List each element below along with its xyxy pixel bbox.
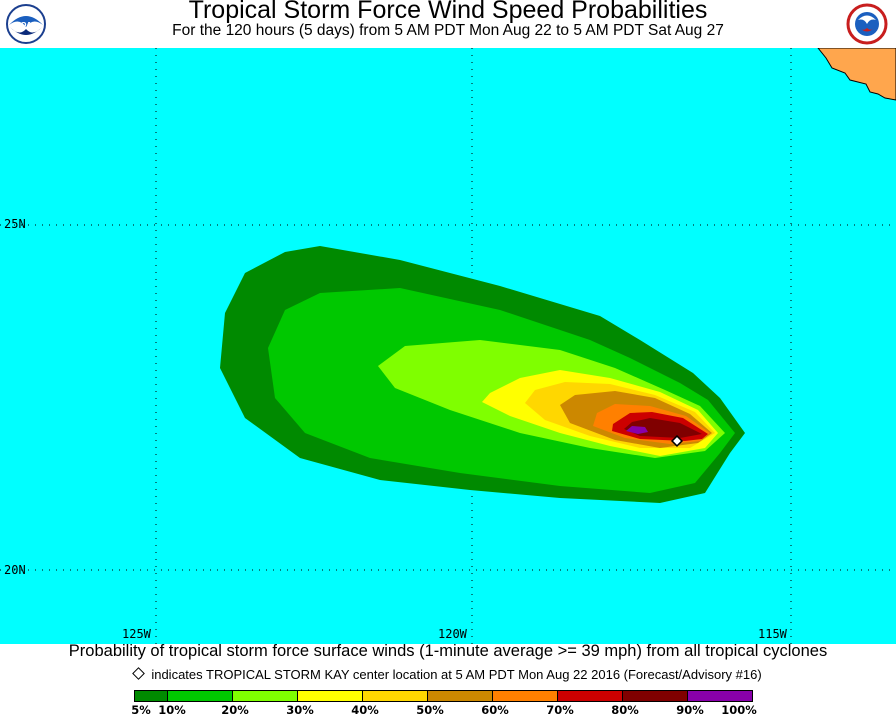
map-caption: Probability of tropical storm force surf… [68, 642, 828, 660]
probability-contours [220, 246, 745, 503]
legend-swatch-90-100 [687, 690, 753, 702]
legend-tick-100: 100% [721, 703, 757, 717]
diamond-marker-icon [132, 667, 146, 680]
legend-swatch-5-10 [134, 690, 168, 702]
legend-swatch-20-30 [232, 690, 298, 702]
noaa-logo: NOAA [6, 4, 46, 44]
legend-tick-10: 10% [158, 703, 186, 717]
storm-indicator-text: indicates TROPICAL STORM KAY center loca… [151, 667, 762, 682]
probability-legend: 5% 10% 20% 30% 40% 50% 60% 70% 80% 90% 1… [0, 690, 896, 717]
legend-tick-80: 80% [611, 703, 639, 717]
legend-swatch-50-60 [427, 690, 493, 702]
legend-tick-5: 5% [131, 703, 151, 717]
legend-tick-70: 70% [546, 703, 574, 717]
lon-label-120w: 120W [438, 627, 467, 641]
legend-tick-50: 50% [416, 703, 444, 717]
national-weather-service-logo [846, 3, 888, 45]
footer: Probability of tropical storm force surf… [0, 642, 896, 717]
legend-tick-90: 90% [676, 703, 704, 717]
legend-swatch-40-50 [362, 690, 428, 702]
legend-tick-20: 20% [221, 703, 249, 717]
storm-center-marker-icon [670, 434, 684, 448]
legend-swatch-60-70 [492, 690, 558, 702]
storm-indicator-note: indicates TROPICAL STORM KAY center loca… [0, 667, 896, 682]
page-subtitle: For the 120 hours (5 days) from 5 AM PDT… [172, 22, 724, 39]
land-mexico [817, 48, 896, 101]
legend-tick-30: 30% [286, 703, 314, 717]
page-title: Tropical Storm Force Wind Speed Probabil… [188, 0, 708, 24]
legend-tick-40: 40% [351, 703, 379, 717]
legend-tick-60: 60% [481, 703, 509, 717]
lat-label-25n: 25N [4, 217, 26, 231]
legend-swatch-10-20 [167, 690, 233, 702]
legend-swatch-80-90 [622, 690, 688, 702]
lon-label-115w: 115W [758, 627, 787, 641]
lon-label-125w: 125W [122, 627, 151, 641]
legend-swatch-70-80 [557, 690, 623, 702]
grid-lines [0, 48, 896, 644]
contour-90-100 [626, 426, 648, 434]
lat-label-20n: 20N [4, 563, 26, 577]
probability-map: 25N 20N 125W 120W 115W [0, 48, 896, 644]
noaa-logo-text: NOAA [15, 21, 38, 29]
header: NOAA Tropical Storm Force Wind Speed Pro… [0, 0, 896, 48]
legend-swatch-30-40 [297, 690, 363, 702]
contour-80-90 [624, 418, 702, 438]
